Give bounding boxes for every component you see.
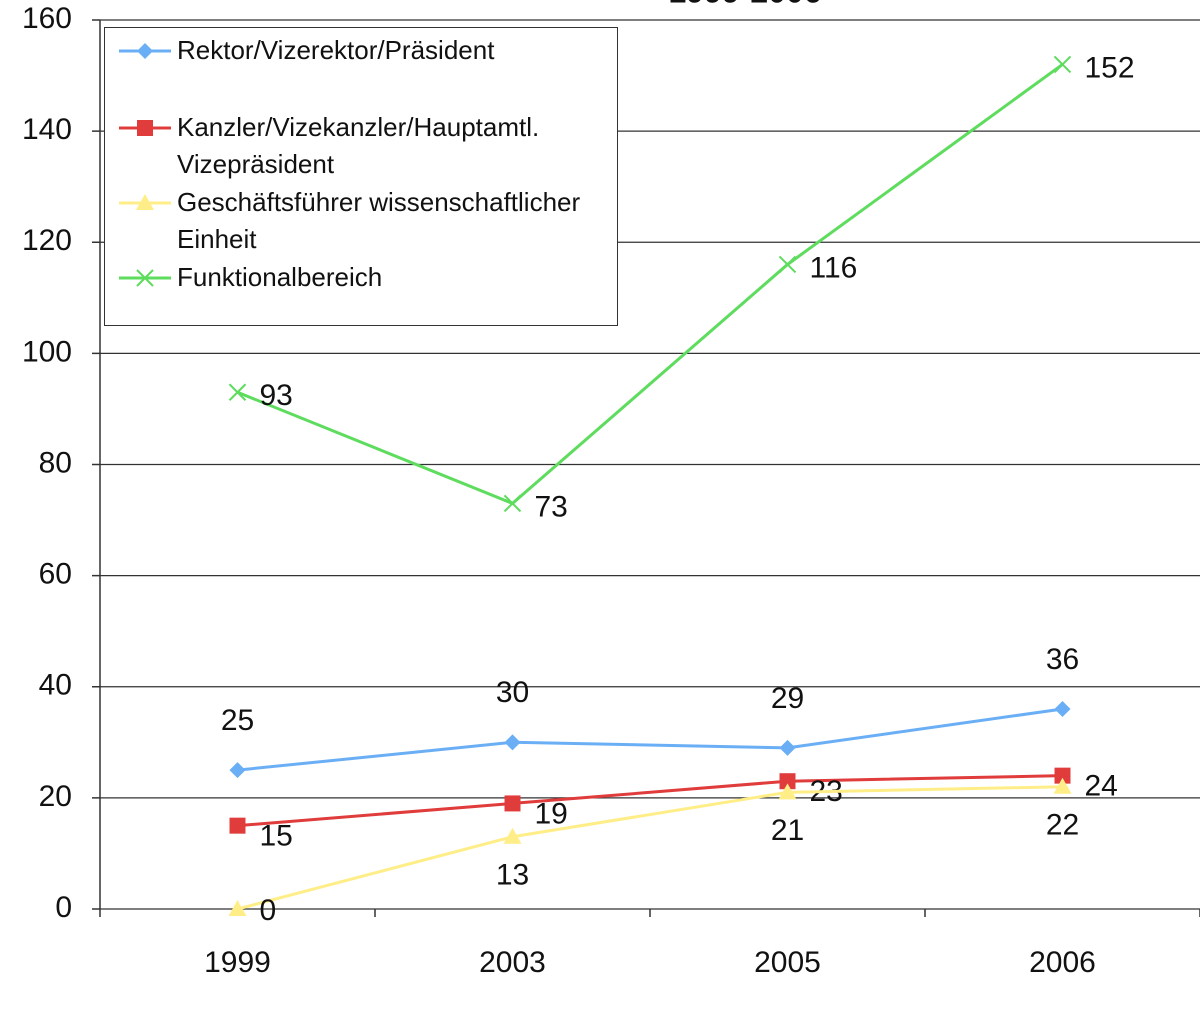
marker <box>229 817 246 834</box>
marker <box>137 120 153 136</box>
marker <box>228 900 247 916</box>
marker <box>137 43 153 59</box>
y-tick-label: 100 <box>22 335 72 368</box>
legend-swatch <box>119 269 171 287</box>
y-tick-label: 160 <box>22 2 72 35</box>
marker <box>1053 777 1072 794</box>
data-label: 93 <box>260 379 293 412</box>
marker <box>504 795 521 812</box>
marker <box>136 194 154 210</box>
data-label: 36 <box>1046 643 1079 676</box>
x-tick-label: 2006 <box>1029 946 1096 979</box>
marker <box>503 494 522 513</box>
data-label: 13 <box>496 859 529 892</box>
legend-label: Kanzler/Vizekanzler/Hauptamtl. Vizepräsi… <box>177 112 540 179</box>
marker <box>1053 55 1072 74</box>
data-label: 152 <box>1085 51 1135 84</box>
data-label: 30 <box>496 676 529 709</box>
data-label: 15 <box>260 820 293 853</box>
x-tick-label: 2003 <box>479 946 546 979</box>
legend-label: Geschäftsführer wissenschaftlicher Einhe… <box>177 187 581 254</box>
series-line <box>237 785 1063 911</box>
data-label: 29 <box>771 682 804 715</box>
y-tick-label: 120 <box>22 224 72 257</box>
data-label: 19 <box>535 797 568 830</box>
x-tick-label: 2005 <box>754 946 821 979</box>
marker <box>503 827 522 844</box>
y-tick-label: 40 <box>39 669 72 702</box>
y-tick-label: 20 <box>39 780 72 813</box>
legend: Rektor/Vizerektor/Präsident Kanzler/Vizek… <box>104 27 618 326</box>
marker <box>228 383 247 401</box>
data-label: 116 <box>810 251 858 284</box>
data-label: 73 <box>535 490 568 523</box>
marker <box>779 739 796 756</box>
legend-label: Rektor/Vizerektor/Präsident <box>177 35 495 65</box>
y-tick-label: 0 <box>55 891 72 924</box>
marker <box>778 255 797 274</box>
marker <box>229 762 246 779</box>
marker <box>778 783 797 800</box>
data-label: 22 <box>1046 809 1079 842</box>
data-label: 0 <box>260 894 277 927</box>
series-line <box>237 774 1063 828</box>
series-line <box>236 63 1064 506</box>
data-label: 21 <box>771 814 804 847</box>
x-tick-label: 1999 <box>204 946 271 979</box>
legend-label: Funktionalbereich <box>177 262 383 292</box>
legend-swatch <box>119 120 171 136</box>
y-tick-label: 80 <box>39 446 72 479</box>
legend-swatch <box>119 194 171 210</box>
chart-title: 1999-2006 <box>668 0 821 9</box>
y-tick-label: 60 <box>39 558 72 591</box>
marker <box>504 734 521 751</box>
y-tick-label: 140 <box>22 113 72 146</box>
marker <box>1054 767 1071 784</box>
legend-swatch <box>119 43 171 59</box>
series-line <box>237 707 1063 772</box>
marker <box>1054 700 1071 717</box>
marker <box>136 269 154 287</box>
data-label: 24 <box>1085 770 1118 803</box>
marker <box>779 773 796 790</box>
data-label: 25 <box>221 704 254 737</box>
